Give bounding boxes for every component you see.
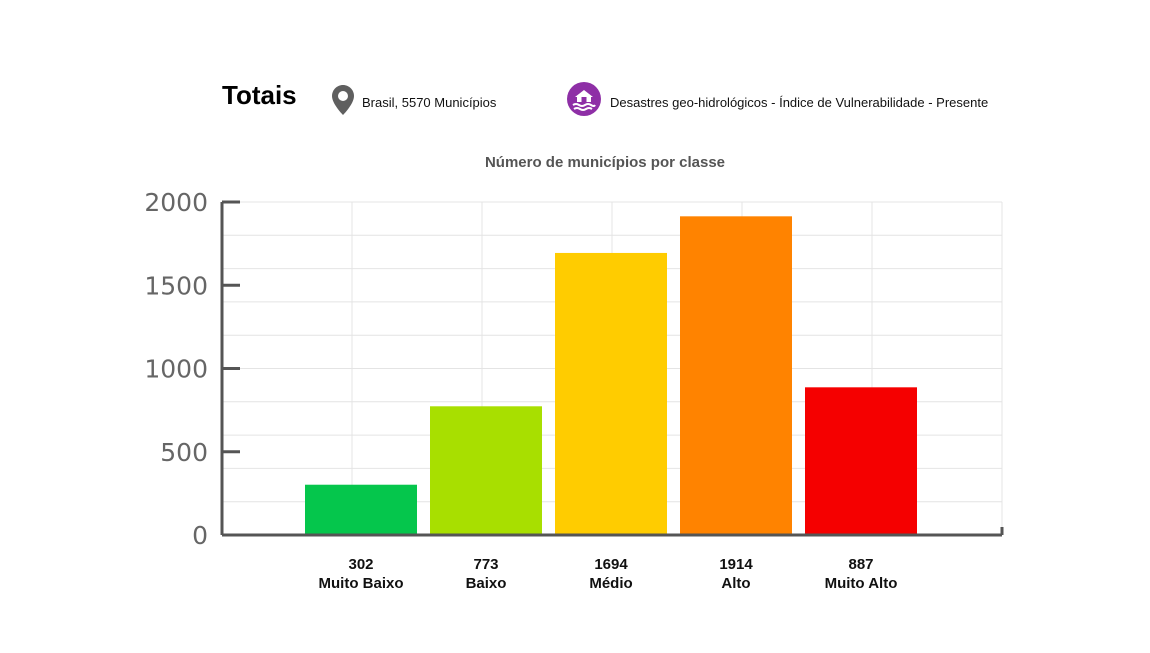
x-tick-label: Médio <box>589 575 632 592</box>
x-tick-label: Alto <box>721 575 750 592</box>
bar-value-label: 1914 <box>719 556 753 573</box>
bar-4[interactable] <box>805 387 917 535</box>
location-label: Brasil, 5570 Municípios <box>362 95 497 110</box>
y-tick-label: 1000 <box>144 355 208 384</box>
bar-value-label: 302 <box>348 556 373 573</box>
x-tick-label: Baixo <box>466 575 507 592</box>
y-tick-label: 2000 <box>144 188 208 217</box>
map-pin-icon <box>332 85 354 115</box>
y-tick-label: 0 <box>192 521 208 550</box>
bar-value-label: 887 <box>848 556 873 573</box>
flood-house-icon <box>567 82 601 116</box>
bar-0[interactable] <box>305 484 417 535</box>
chart-title: Número de municípios por classe <box>485 154 725 171</box>
x-tick-label: Muito Baixo <box>319 575 404 592</box>
bar-2[interactable] <box>555 252 667 535</box>
bar-value-label: 1694 <box>594 556 628 573</box>
y-tick-label: 1500 <box>144 271 208 300</box>
page-title: Totais <box>222 80 297 110</box>
bar-3[interactable] <box>680 216 792 535</box>
hazard-label: Desastres geo-hidrológicos - Índice de V… <box>610 95 989 110</box>
bar-1[interactable] <box>430 406 542 535</box>
y-tick-label: 500 <box>160 438 208 467</box>
x-tick-label: Muito Alto <box>825 575 898 592</box>
bar-value-label: 773 <box>473 556 498 573</box>
